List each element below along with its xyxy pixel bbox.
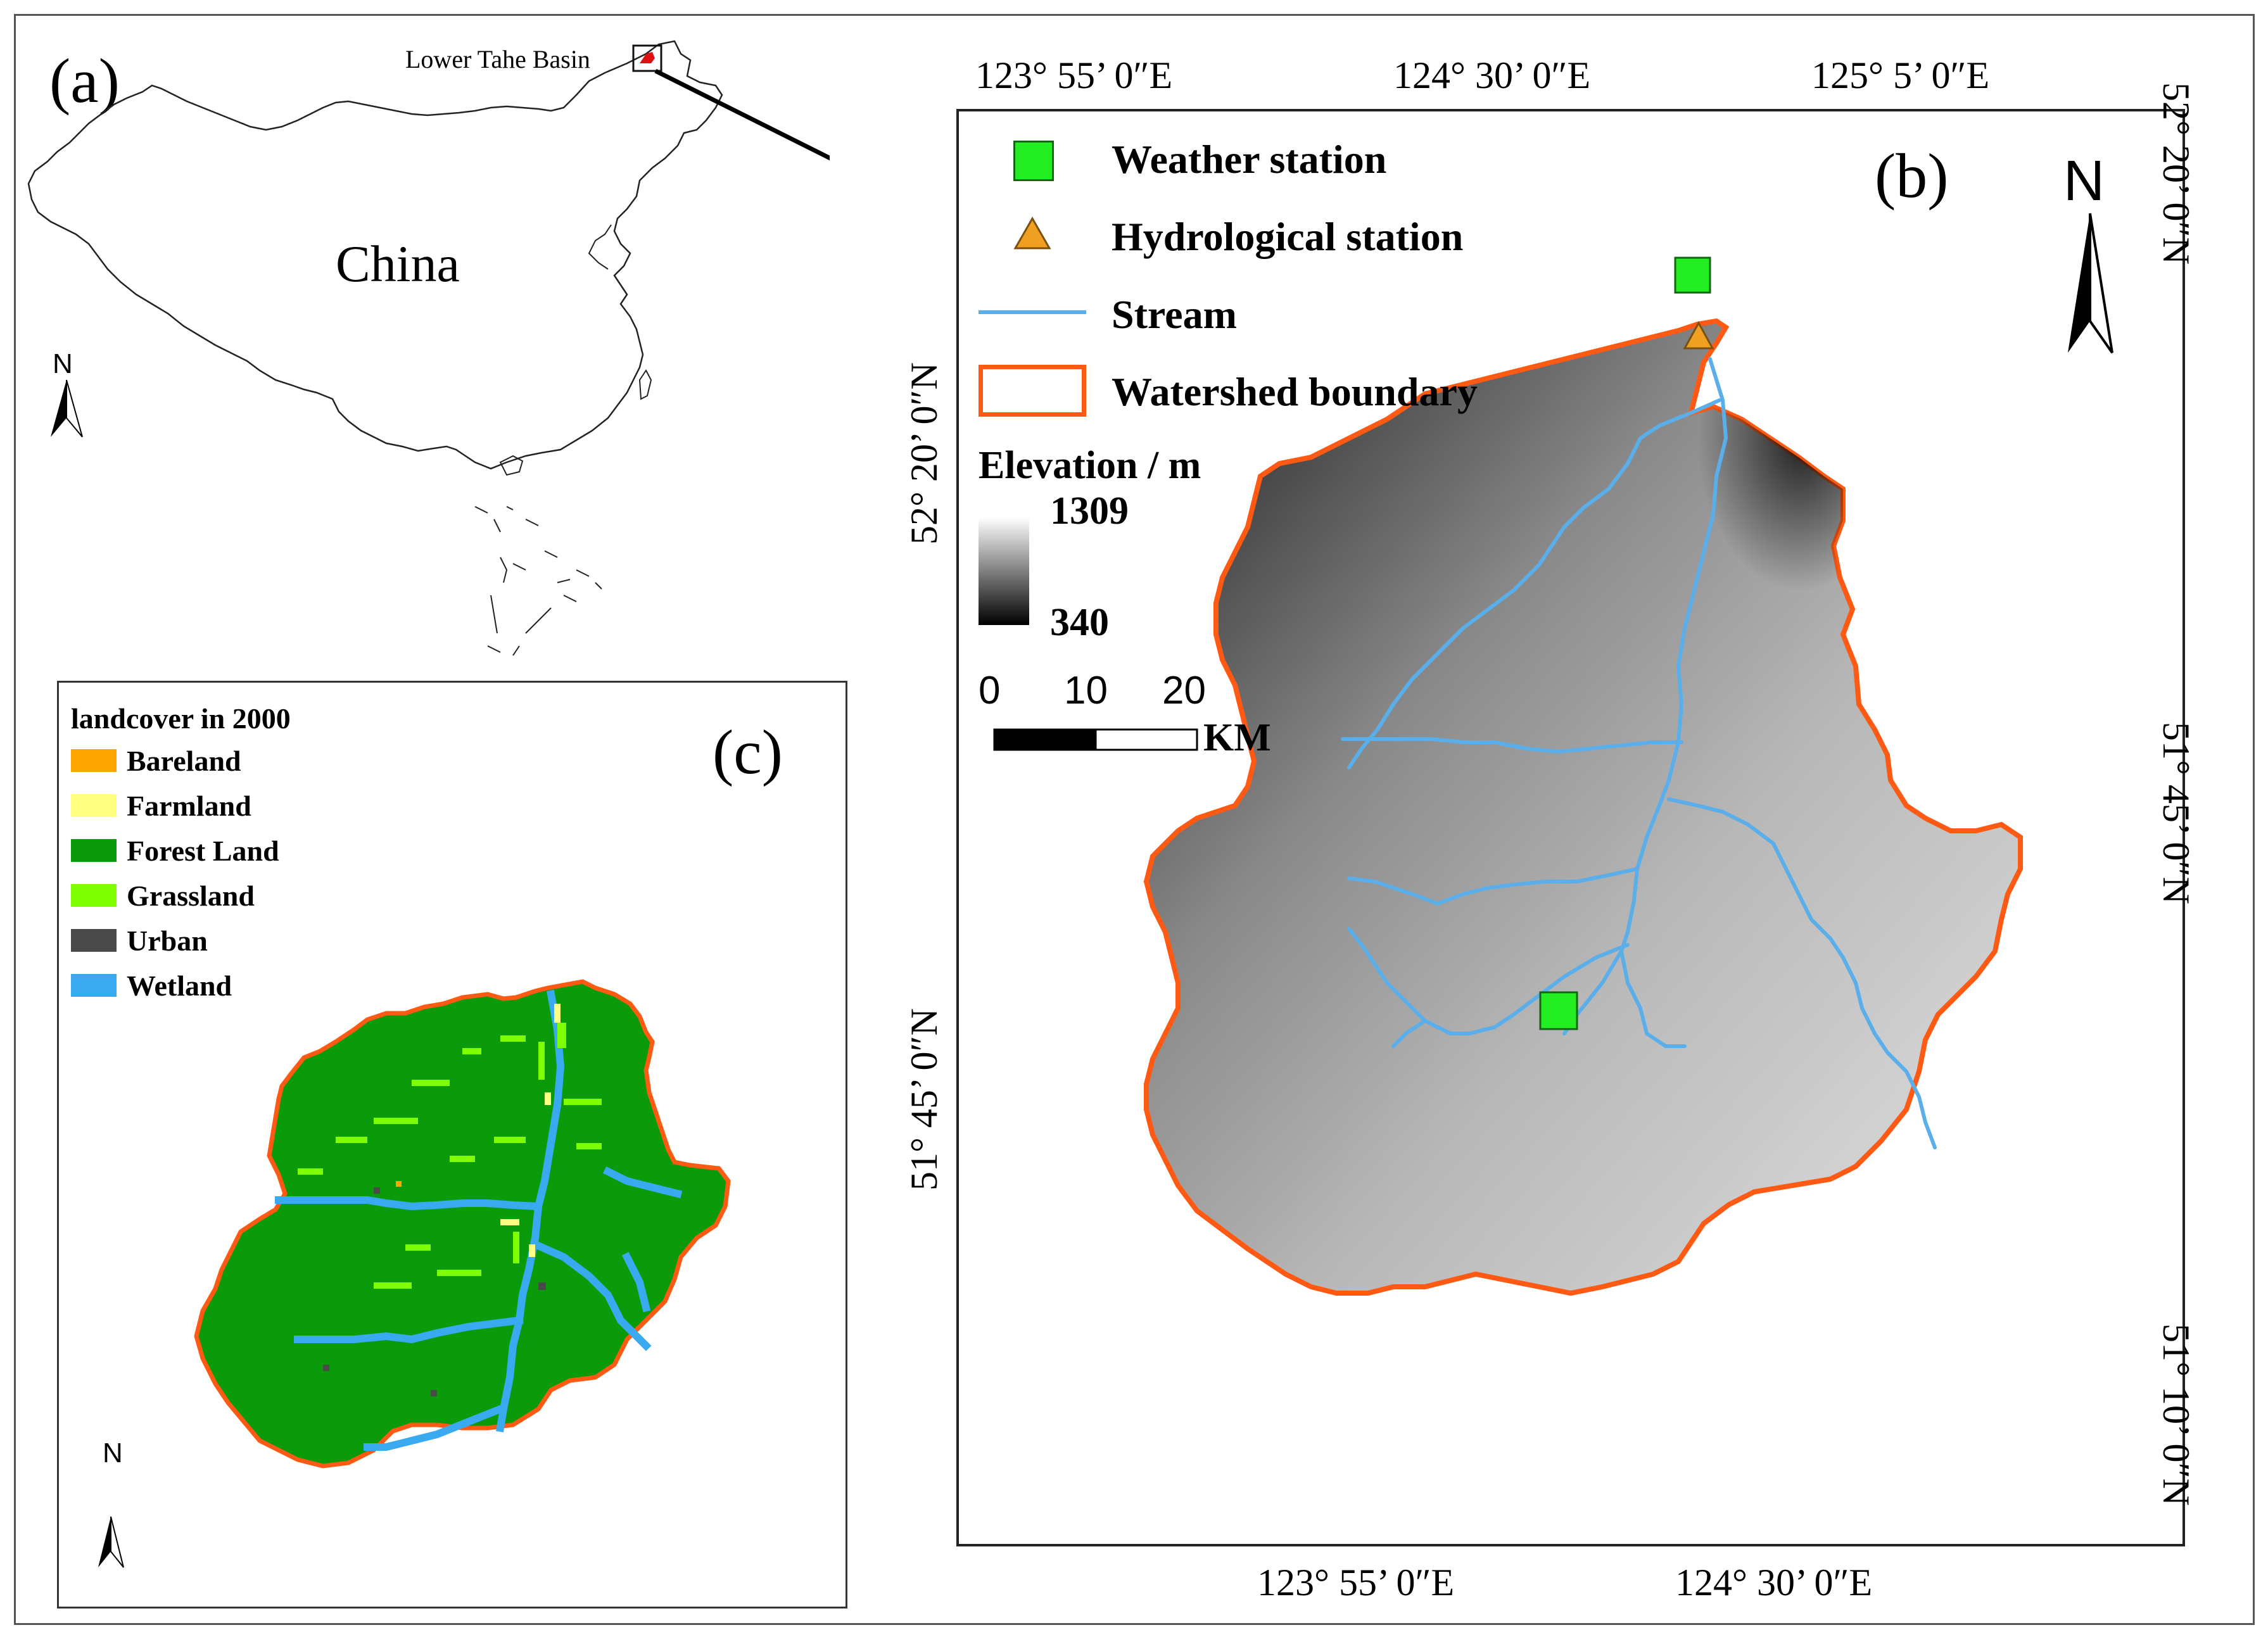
north-label-c: N [103,1438,123,1469]
legend-bareland: Bareland [127,745,241,777]
legend-hydrological-station: Hydrological station [1112,214,1464,259]
landcover-legend-title: landcover in 2000 [71,702,291,735]
legend-grassland: Grassland [127,880,255,912]
south-stub [1391,1019,1427,1048]
scalebar [993,728,1198,751]
inset-label: Lower Tahe Basin [405,45,590,73]
north-arrow-icon [51,379,83,438]
north-arrow-icon [2068,213,2113,354]
basin-locator-box [632,44,662,72]
legend-wetland: Wetland [127,970,232,1002]
china-map [27,40,830,656]
bareland-patch [396,1181,402,1187]
panel-b-label: (b) [1875,141,1949,211]
nw-tributary [1347,398,1721,769]
west-tributary [1341,737,1683,754]
bottom-lon-label-2: 124° 30’ 0″E [1675,1562,1873,1603]
landcover-map [98,979,731,1568]
scalebar-tick-10: 10 [1064,669,1108,712]
urban-patches [323,1187,546,1396]
wetland-network [275,990,683,1451]
streams [1341,357,1937,1149]
top-lon-label-3: 125° 5’ 0″E [1811,54,1990,96]
hydrological-station [1683,320,1714,350]
dark-valley-shade [1653,407,1859,704]
elevation-title: Elevation / m [979,444,1201,487]
weather-station-north [1674,256,1711,294]
legend-urban: Urban [127,925,208,957]
right-lat-label-1: 52° 20’ 0″N [2155,82,2197,265]
watershed-boundary [1143,318,2023,1296]
scalebar-unit: KM [1203,716,1271,759]
scalebar-tick-0: 0 [979,669,1001,712]
south-china-sea-islands [474,506,602,656]
basin-locator-fill [640,52,655,63]
bottom-lon-label-1: 123° 55’ 0″E [1257,1562,1455,1603]
legend-weather-station: Weather station [1112,137,1387,182]
se-tributary [1619,949,1687,1048]
elevation-max: 1309 [1050,490,1129,533]
locator-arrow-line [654,68,830,161]
legend-weather-station-symbol [1013,141,1054,181]
scalebar-tick-20: 20 [1162,669,1206,712]
elevation-scale-gradient [979,517,1029,625]
south-tributary [1347,927,1630,1035]
right-lat-label-3: 51° 10’ 0″N [2155,1324,2197,1506]
legend-watershed-boundary: Watershed boundary [1112,369,1478,414]
top-lon-label-1: 123° 55’ 0″E [975,54,1173,96]
left-lat-label-2: 51° 45’ 0″N [903,1008,945,1191]
elevation-map [979,213,2113,1296]
legend-boundary-symbol [979,365,1086,417]
taiwan-island [638,369,652,400]
elevation-min: 340 [1050,601,1109,644]
sw-tributary [1347,867,1639,906]
north-arrow-icon [98,1516,124,1568]
legend-forest-land: Forest Land [127,835,279,867]
hainan-island [499,455,524,476]
legend-swatch-urban [71,929,117,952]
legend-swatch-grassland [71,884,117,907]
figure-frame [14,14,2255,1625]
left-lat-label-1: 52° 20’ 0″N [903,362,945,545]
panel-a-label: (a) [49,46,120,116]
north-label-b: N [2063,149,2105,213]
weather-station-south [1539,991,1578,1030]
coastline-detail [588,224,612,270]
legend-hydro-symbol [1013,216,1051,250]
legend-farmland: Farmland [127,790,251,822]
legend-swatch-wetland [71,974,117,997]
right-lat-label-2: 51° 45’ 0″N [2155,722,2197,904]
legend-stream-symbol [979,310,1086,314]
panel-b-frame [956,109,2185,1546]
legend-swatch-forest [71,839,117,862]
country-label: China [336,235,460,293]
east-tributary [1667,797,1937,1149]
farmland-patches [500,1004,561,1257]
legend-swatch-farmland [71,794,117,817]
north-label: N [53,348,73,379]
china-outline [27,40,723,470]
top-lon-label-2: 124° 30’ 0″E [1393,54,1591,96]
legend-swatch-bareland [71,749,117,772]
panel-c-label: (c) [713,717,783,787]
grassland-patches [298,1023,602,1289]
panel-c-frame [57,681,847,1609]
legend-stream: Stream [1112,292,1237,337]
